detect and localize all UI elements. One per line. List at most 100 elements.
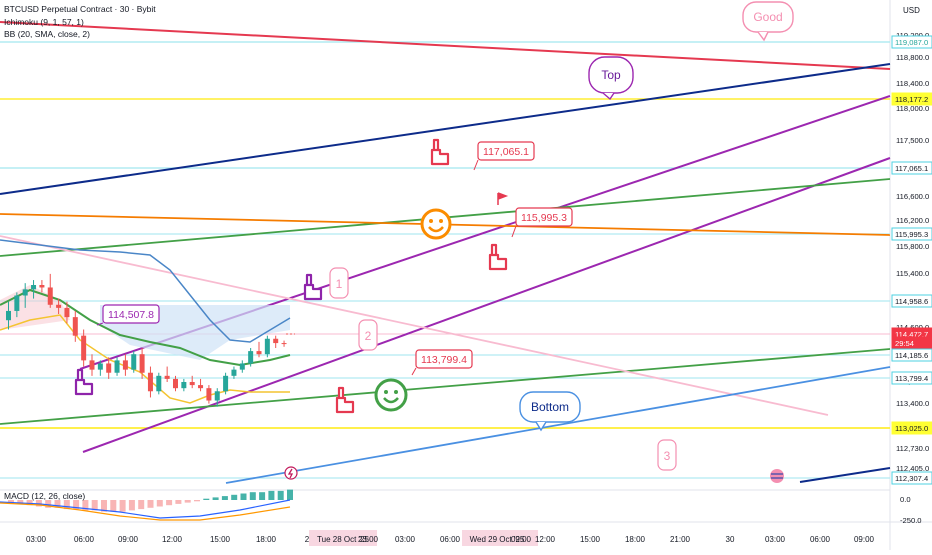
candle-body: [264, 338, 270, 355]
candle-body: [31, 285, 37, 290]
macd-bar: [166, 500, 173, 506]
macd-bar: [63, 500, 70, 510]
candle-body: [81, 335, 87, 361]
pointing-hand-icon-shape: [430, 138, 450, 166]
price-badge-text: 114,185.6: [895, 351, 928, 360]
macd-bar: [212, 497, 219, 500]
price-badge-text: 29:54: [895, 339, 914, 348]
time-axis-tick: 03:00: [765, 535, 786, 544]
macd-bar: [175, 500, 182, 504]
label-1-text: 1: [336, 277, 343, 291]
navy-trendline: [0, 63, 891, 195]
label-1: 1: [329, 267, 349, 299]
candle-body: [181, 381, 187, 389]
symbol-legend[interactable]: BTCUSD Perpetual Contract · 30 · Bybit: [4, 4, 156, 14]
candle-body: [273, 338, 279, 344]
bollinger-legend[interactable]: BB (20, SMA, close, 2): [4, 29, 90, 39]
macd-bar: [287, 489, 293, 500]
red-trendline: [0, 21, 891, 70]
macd-bar: [231, 494, 238, 500]
macd-axis-tick: 0.0: [900, 495, 911, 504]
time-axis-tick: 06:00: [440, 535, 461, 544]
price-label-114507: 114,507.8: [96, 304, 160, 326]
time-axis-highlight: [309, 530, 377, 546]
macd-bar: [45, 500, 52, 508]
globe-icon: [770, 469, 784, 483]
candle-body: [189, 381, 195, 386]
candle-body: [47, 287, 53, 305]
candle-body: [173, 378, 178, 389]
price-label-113799-box: [415, 349, 473, 369]
time-axis-tick: 09:00: [511, 535, 532, 544]
blue-trendline: [225, 366, 891, 484]
candle-body: [164, 375, 170, 379]
macd-bar: [110, 500, 117, 512]
macd-bar: [184, 500, 191, 503]
macd-bar: [203, 498, 210, 500]
macd-bar: [119, 500, 126, 512]
macd-legend[interactable]: MACD (12, 26, close): [4, 491, 86, 501]
price-badge-text: 118,177.2: [895, 95, 928, 104]
pointing-hand-icon-shape: [335, 386, 355, 414]
smiley-face-icon: [374, 378, 408, 412]
price-label-113799: 113,799.4: [411, 349, 473, 376]
macd-axis-tick: -250.0: [900, 516, 922, 525]
price-badge-box: [891, 371, 932, 385]
macd-bar: [17, 500, 24, 504]
macd-bar: [268, 490, 275, 500]
time-axis-highlight: [462, 530, 538, 546]
candle-body: [56, 304, 62, 308]
candle-body: [206, 388, 212, 401]
macd-bar: [73, 500, 80, 510]
label-3-box: [657, 439, 677, 471]
candle-body: [106, 363, 112, 373]
macd-bar: [277, 490, 284, 500]
price-axis-tick: 112,405.0: [896, 464, 929, 473]
top-callout: Top: [588, 56, 634, 101]
price-axis-tick: 116,600.0: [896, 192, 929, 201]
good-callout-text: Good: [753, 10, 782, 24]
candle-body: [147, 372, 153, 392]
candle-body: [256, 351, 262, 355]
lightning-icon-circle: [284, 466, 298, 480]
candle-body: [198, 385, 204, 389]
price-badge-box: [891, 471, 932, 485]
smiley-face-icon-outline: [374, 378, 408, 412]
time-axis-tick: 18:00: [256, 535, 277, 544]
bottom-callout-text: Bottom: [531, 400, 569, 414]
bottom-callout: Bottom: [519, 391, 581, 432]
price-badge-text: 114,958.6: [895, 297, 928, 306]
time-axis-tick: 23:00: [358, 535, 379, 544]
ichimoku-legend[interactable]: Ichimoku (9, 1, 57, 1): [4, 17, 84, 27]
macd-bar: [259, 492, 266, 500]
price-label-114507-text: 114,507.8: [108, 309, 154, 321]
time-axis-tick: 06:00: [74, 535, 95, 544]
candle-body: [281, 343, 287, 345]
price-badge-text: 114,472.7: [895, 330, 928, 339]
navy-trendline-short: [799, 467, 891, 483]
smiley-face-icon-eye: [429, 219, 433, 223]
price-badge-box: [891, 92, 932, 106]
price-badge-box: [891, 294, 932, 308]
pointing-hand-icon-shape: [303, 273, 323, 301]
candle-body: [39, 285, 45, 288]
candle-body: [97, 363, 103, 370]
bottom-callout-bubble: [519, 391, 581, 423]
price-badge-text: 117,065.1: [895, 164, 928, 173]
pink-trendline: [0, 235, 829, 416]
price-badge-text: 119,087.0: [895, 38, 928, 47]
candle-body: [72, 317, 78, 336]
candle-body: [231, 369, 237, 376]
pointing-hand-icon: [303, 273, 323, 301]
price-axis-tick: 115,400.0: [896, 269, 929, 278]
time-axis-tick: 03:00: [26, 535, 47, 544]
price-label-115995: 115,995.3: [511, 207, 573, 238]
lightning-icon-bolt: [287, 468, 294, 479]
macd-bar: [128, 500, 135, 511]
price-badge-text: 112,307.4: [895, 474, 928, 483]
price-badge-box: [891, 421, 932, 435]
bollinger-lower: [0, 314, 290, 404]
price-axis-tick: 116,200.0: [896, 216, 929, 225]
